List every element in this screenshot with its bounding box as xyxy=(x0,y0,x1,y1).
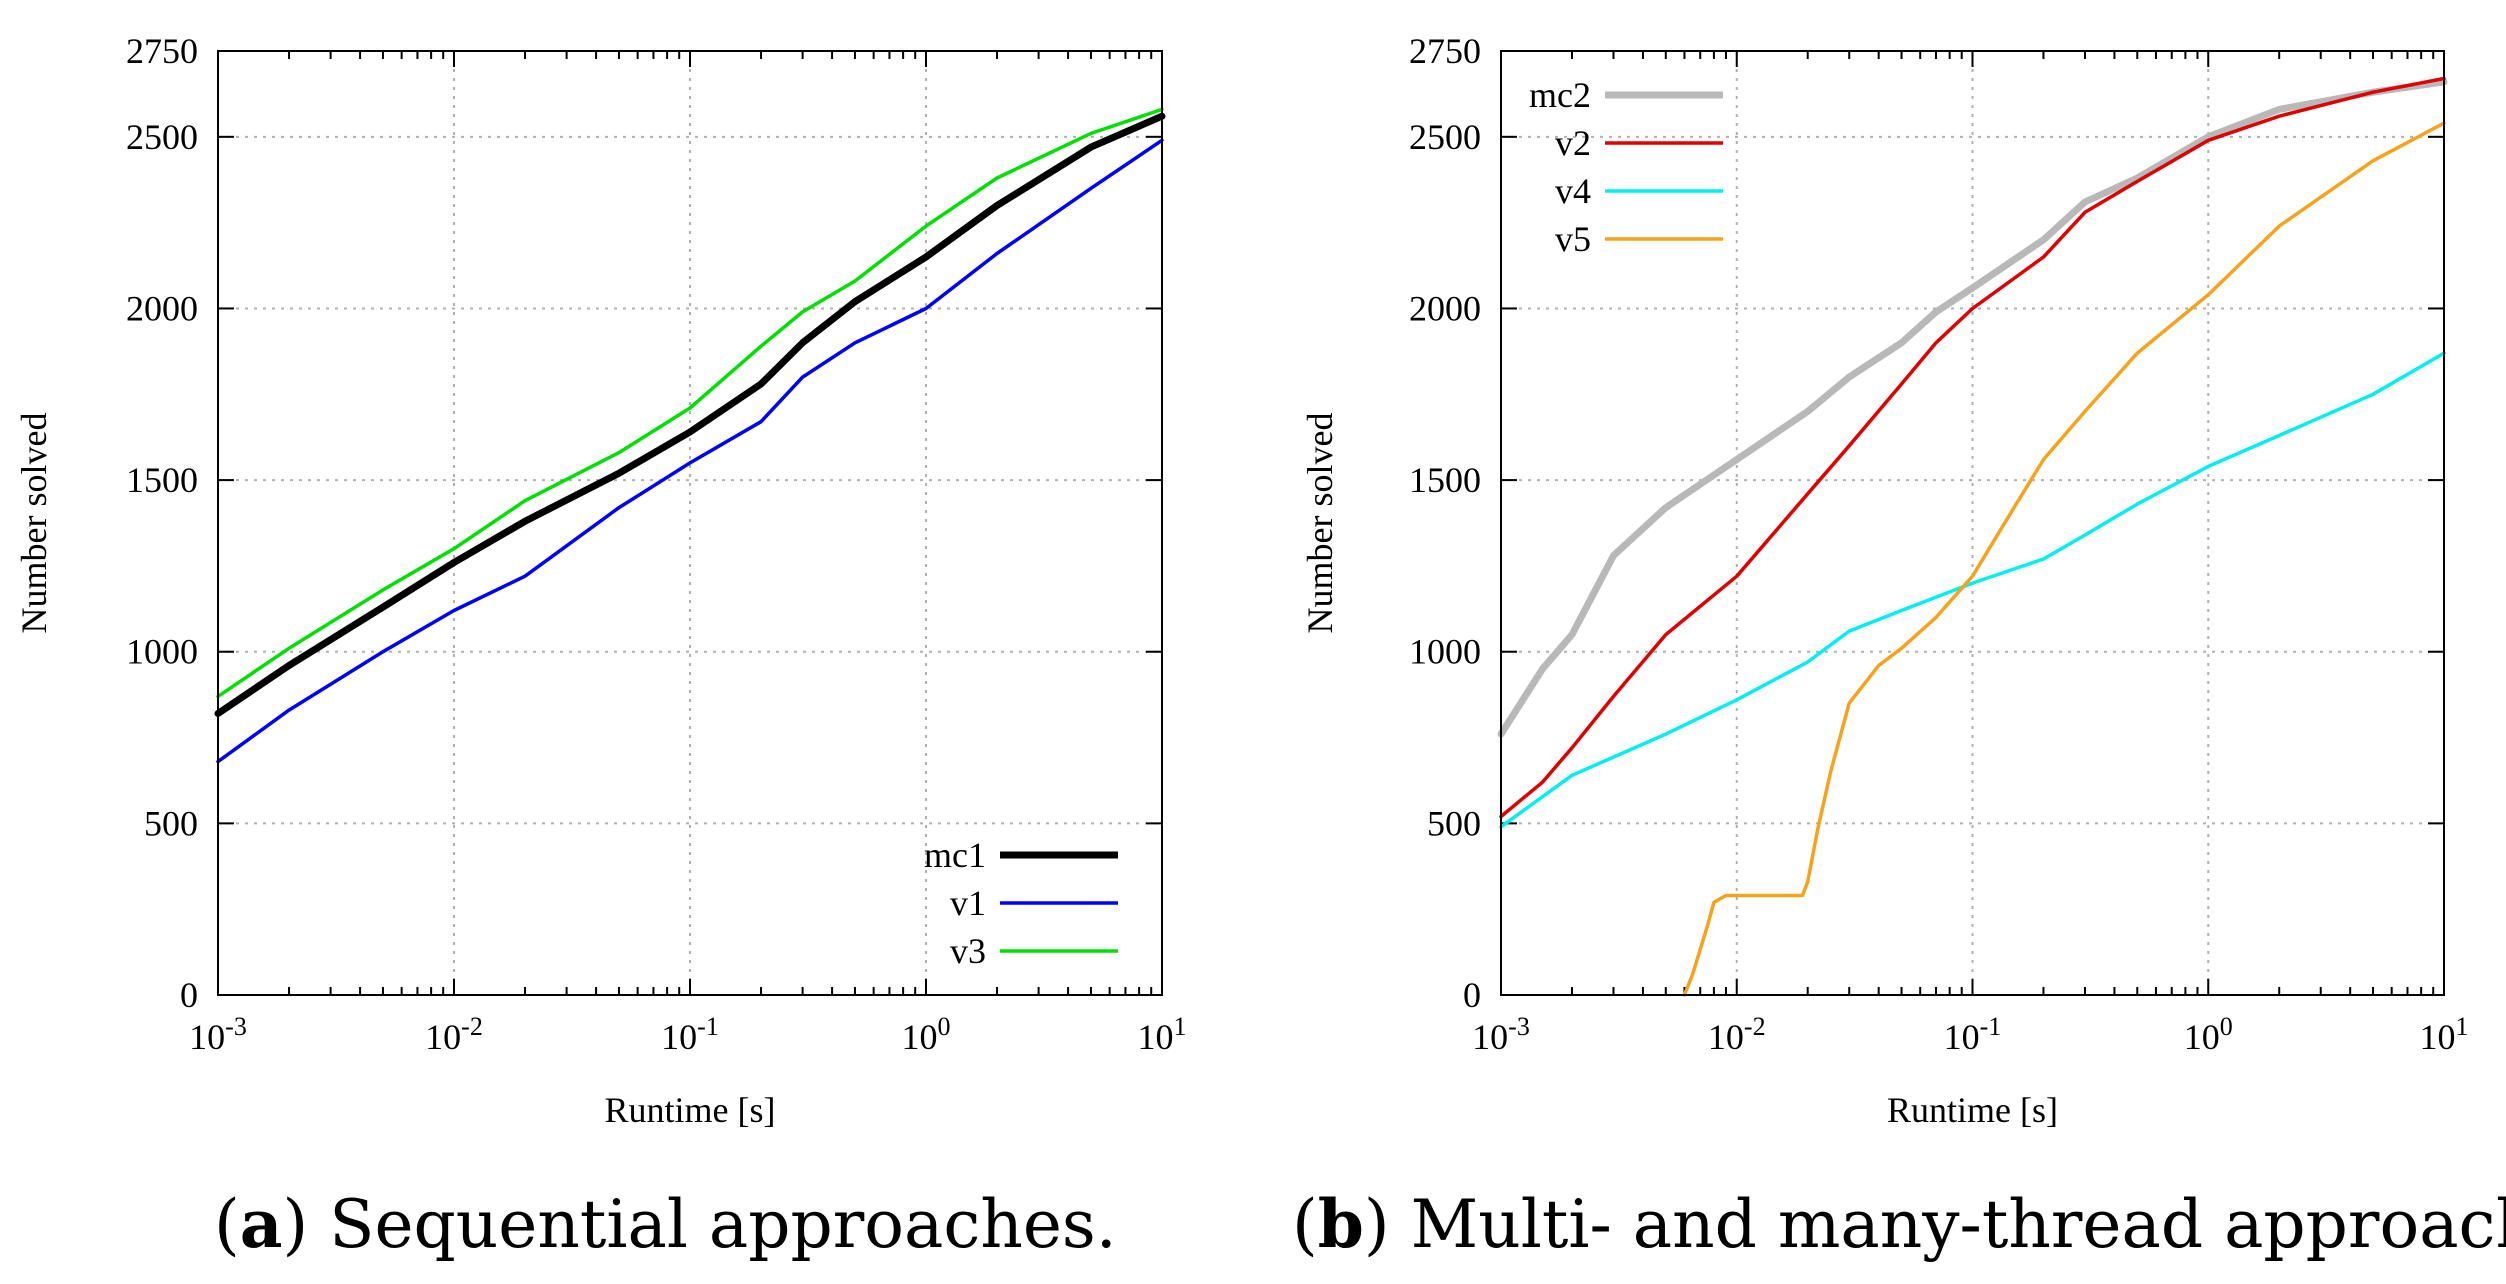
x-tick-base: 10 xyxy=(661,1017,697,1057)
x-tick-base: 10 xyxy=(189,1017,225,1057)
x-tick-label: 100 xyxy=(2184,1012,2233,1057)
legend-label-v1: v1 xyxy=(950,883,986,923)
series-line-v1 xyxy=(216,138,1164,764)
caption-letter: b xyxy=(1318,1185,1364,1263)
y-axis-label: Number solved xyxy=(1300,413,1340,634)
y-tick-label: 2000 xyxy=(126,288,198,328)
x-tick-base: 10 xyxy=(1708,1017,1744,1057)
y-tick-label: 0 xyxy=(1463,975,1481,1015)
series-line-v2 xyxy=(1499,76,2446,819)
x-tick-exponent: -2 xyxy=(1744,1012,1766,1041)
y-tick-label: 2750 xyxy=(1409,31,1481,71)
y-tick-label: 2500 xyxy=(1409,117,1481,157)
caption-paren: ) xyxy=(283,1186,330,1263)
x-tick-exponent: 1 xyxy=(1174,1012,1187,1041)
legend-label-v4: v4 xyxy=(1555,171,1591,211)
x-tick-exponent: 0 xyxy=(2220,1012,2233,1041)
x-tick-base: 10 xyxy=(425,1017,461,1057)
y-tick-label: 2500 xyxy=(126,117,198,157)
series-line-mc1 xyxy=(214,112,1166,717)
x-tick-label: 10-2 xyxy=(1708,1012,1766,1057)
caption-text: Multi- and many-thread approaches. xyxy=(1411,1186,2506,1263)
x-tick-exponent: -1 xyxy=(697,1012,719,1041)
x-tick-base: 10 xyxy=(2184,1017,2220,1057)
legend-label-v3: v3 xyxy=(950,931,986,971)
legend-label-v2: v2 xyxy=(1555,123,1591,163)
x-tick-label: 10-3 xyxy=(189,1012,247,1057)
y-tick-label: 500 xyxy=(144,803,198,843)
x-tick-base: 10 xyxy=(1944,1017,1980,1057)
caption-paren: ( xyxy=(214,1186,240,1263)
legend-label-mc1: mc1 xyxy=(924,835,986,875)
chart-panel-b: 10-3 10-2 10-1 100 1010500100015002000250027… xyxy=(1292,31,2506,1263)
series-line-v3 xyxy=(216,107,1164,699)
figure-caption: (a) Sequential approaches. xyxy=(214,1185,1117,1263)
x-axis-label: Runtime [s] xyxy=(605,1090,776,1130)
y-tick-label: 1000 xyxy=(1409,632,1481,672)
plot-frame xyxy=(1500,50,2445,996)
x-tick-label: 10-1 xyxy=(1944,1012,2002,1057)
x-tick-base: 10 xyxy=(902,1017,938,1057)
caption-paren: ( xyxy=(1292,1186,1318,1263)
x-tick-base: 10 xyxy=(1138,1017,1174,1057)
caption-paren: ) xyxy=(1364,1186,1411,1263)
figure-caption: (b) Multi- and many-thread approaches. xyxy=(1292,1185,2506,1263)
plot-frame xyxy=(217,50,1163,996)
x-tick-base: 10 xyxy=(1472,1017,1508,1057)
legend-label-v5: v5 xyxy=(1555,219,1591,259)
caption-text: Sequential approaches. xyxy=(329,1186,1117,1263)
x-axis-label: Runtime [s] xyxy=(1887,1090,2058,1130)
x-tick-label: 10-1 xyxy=(661,1012,719,1057)
y-tick-label: 1500 xyxy=(126,460,198,500)
y-tick-label: 0 xyxy=(180,975,198,1015)
caption-letter: a xyxy=(240,1185,283,1263)
x-tick-label: 100 xyxy=(902,1012,951,1057)
series-line-mc2 xyxy=(1497,78,2448,738)
chart-panel-a: 10-3 10-2 10-1 100 1010500100015002000250027… xyxy=(14,31,1187,1263)
legend-label-mc2: mc2 xyxy=(1529,75,1591,115)
y-tick-label: 2750 xyxy=(126,31,198,71)
x-tick-exponent: -1 xyxy=(1980,1012,2002,1041)
x-tick-label: 101 xyxy=(1138,1012,1187,1057)
x-tick-exponent: -3 xyxy=(1508,1012,1530,1041)
x-tick-base: 10 xyxy=(2420,1017,2456,1057)
series-line-v4 xyxy=(1499,351,2446,829)
x-tick-exponent: 0 xyxy=(938,1012,951,1041)
y-tick-label: 2000 xyxy=(1409,288,1481,328)
x-tick-label: 101 xyxy=(2420,1012,2469,1057)
x-tick-exponent: 1 xyxy=(2456,1012,2469,1041)
y-tick-label: 500 xyxy=(1427,803,1481,843)
y-axis-label: Number solved xyxy=(14,413,54,634)
x-tick-exponent: -2 xyxy=(461,1012,483,1041)
x-tick-label: 10-2 xyxy=(425,1012,483,1057)
series-line-v5 xyxy=(1682,121,2446,997)
y-tick-label: 1000 xyxy=(126,632,198,672)
y-tick-label: 1500 xyxy=(1409,460,1481,500)
x-tick-label: 10-3 xyxy=(1472,1012,1530,1057)
x-tick-exponent: -3 xyxy=(225,1012,247,1041)
